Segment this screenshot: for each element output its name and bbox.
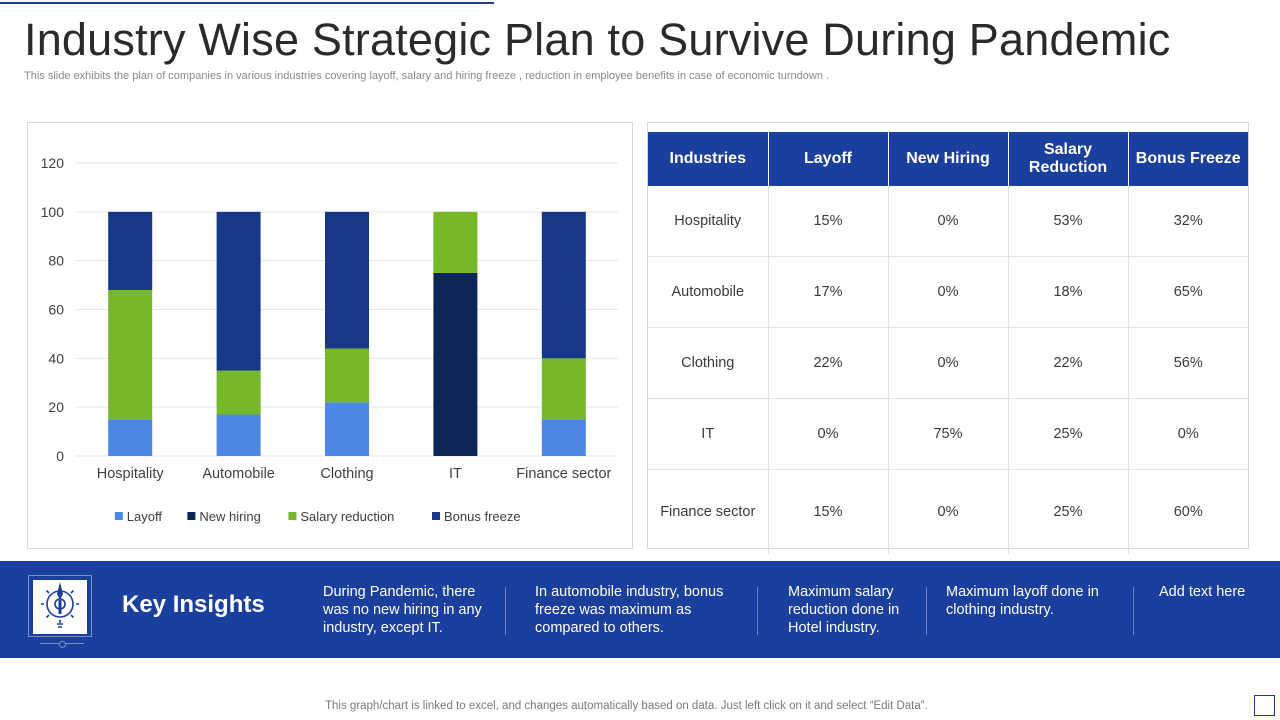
header-new-hiring: New Hiring — [888, 132, 1009, 186]
stacked-bar-chart[interactable]: 0 20 40 60 80 100 120 Hospitality Automobile Clo… — [27, 122, 633, 549]
top-accent-line — [0, 2, 494, 4]
table-cell: 0% — [888, 256, 1009, 328]
table-cell: 0% — [888, 327, 1009, 399]
table-cell: 15% — [768, 469, 889, 554]
key-insights-band: Key Insights During Pandemic, there was … — [0, 561, 1280, 658]
strategy-gear-icon — [33, 580, 87, 634]
industry-table-panel: Industries Layoff New Hiring Salary Redu… — [647, 122, 1249, 554]
x-tick-label: IT — [449, 466, 462, 482]
legend-swatch — [288, 512, 297, 520]
table-header-row: Industries Layoff New Hiring Salary Redu… — [648, 132, 1248, 186]
insight-divider — [1133, 587, 1134, 635]
legend-swatch — [432, 512, 440, 520]
table-row: Automobile 17% 0% 18% 65% — [648, 256, 1248, 328]
table-cell: 56% — [1128, 327, 1248, 399]
table-cell: 0% — [888, 469, 1009, 554]
bar-segment — [541, 358, 586, 420]
bar-segment — [325, 402, 369, 456]
bar-segment — [216, 370, 261, 415]
y-tick-label: 80 — [48, 253, 64, 269]
bar-segment — [216, 211, 261, 371]
footer-note: This graph/chart is linked to excel, and… — [325, 700, 928, 712]
legend-label: Bonus freeze — [444, 509, 521, 524]
table-cell: 75% — [888, 398, 1009, 470]
table-cell: 0% — [888, 186, 1009, 257]
bar-segment — [541, 419, 586, 456]
insight-divider — [926, 587, 927, 635]
table-cell: 0% — [1128, 398, 1248, 470]
table-cell: IT — [648, 398, 769, 470]
insight-3: Maximum salary reduction done in Hotel i… — [788, 584, 900, 636]
header-bonus-freeze: Bonus Freeze — [1128, 132, 1248, 186]
insight-2: In automobile industry, bonus freeze was… — [535, 584, 724, 636]
table-cell: 17% — [768, 256, 889, 328]
table-cell: 22% — [1008, 327, 1129, 399]
header-layoff: Layoff — [768, 132, 889, 186]
y-tick-label: 120 — [41, 155, 65, 171]
table-cell: 15% — [768, 186, 889, 257]
y-tick-label: 20 — [48, 399, 64, 415]
table-cell: 25% — [1008, 469, 1129, 554]
table-cell: 0% — [768, 398, 889, 470]
header-industries: Industries — [648, 132, 769, 186]
bar-segment — [325, 348, 369, 403]
corner-square — [1254, 695, 1275, 716]
table-row: Finance sector 15% 0% 25% 60% — [648, 469, 1248, 554]
bar-segment — [325, 211, 369, 349]
x-tick-label: Clothing — [320, 466, 373, 482]
table-cell: Finance sector — [648, 469, 769, 554]
table-cell: Clothing — [648, 327, 769, 399]
insight-5[interactable]: Add text here — [1159, 584, 1246, 600]
bar-segment — [108, 211, 153, 290]
y-tick-label: 100 — [41, 204, 65, 220]
insight-divider — [757, 587, 758, 635]
bar-segment — [541, 211, 586, 359]
bar-segment — [108, 289, 153, 420]
legend-swatch — [114, 512, 123, 520]
bar-segment — [216, 414, 261, 456]
table-cell: 53% — [1008, 186, 1129, 257]
y-tick-label: 40 — [48, 350, 64, 366]
page-title: Industry Wise Strategic Plan to Survive … — [24, 14, 1171, 65]
table-row: IT 0% 75% 25% 0% — [648, 398, 1248, 470]
insight-4: Maximum layoff done in clothing industry… — [946, 584, 1099, 618]
industry-table: Industries Layoff New Hiring Salary Redu… — [648, 132, 1248, 554]
x-tick-label: Automobile — [202, 466, 275, 482]
bar-segment — [433, 211, 478, 273]
x-tick-label: Finance sector — [516, 466, 611, 482]
table-cell: Automobile — [648, 256, 769, 328]
insight-divider — [505, 587, 506, 635]
table-row: Hospitality 15% 0% 53% 32% — [648, 186, 1248, 257]
table-cell: 22% — [768, 327, 889, 399]
bar-segment — [433, 272, 478, 456]
bar-segment — [108, 419, 153, 456]
x-tick-label: Hospitality — [97, 466, 165, 482]
legend-label: Layoff — [127, 509, 163, 524]
legend-swatch — [187, 512, 196, 520]
table-cell: 25% — [1008, 398, 1129, 470]
insights-icon-frame — [28, 575, 92, 637]
table-cell: 18% — [1008, 256, 1129, 328]
page-subtitle: This slide exhibits the plan of companie… — [24, 70, 830, 82]
table-cell: 32% — [1128, 186, 1248, 257]
icon-underline-dot — [59, 641, 66, 648]
header-salary-reduction: Salary Reduction — [1008, 132, 1129, 186]
insight-1: During Pandemic, there was no new hiring… — [323, 584, 482, 636]
table-row: Clothing 22% 0% 22% 56% — [648, 327, 1248, 399]
table-cell: 60% — [1173, 504, 1203, 520]
table-cell: Hospitality — [648, 186, 769, 257]
y-tick-label: 60 — [48, 302, 64, 318]
legend-label: Salary reduction — [300, 509, 394, 524]
legend-label: New hiring — [199, 509, 260, 524]
y-tick-label: 0 — [56, 448, 64, 464]
key-insights-label: Key Insights — [122, 591, 265, 618]
table-cell: 65% — [1128, 256, 1248, 328]
